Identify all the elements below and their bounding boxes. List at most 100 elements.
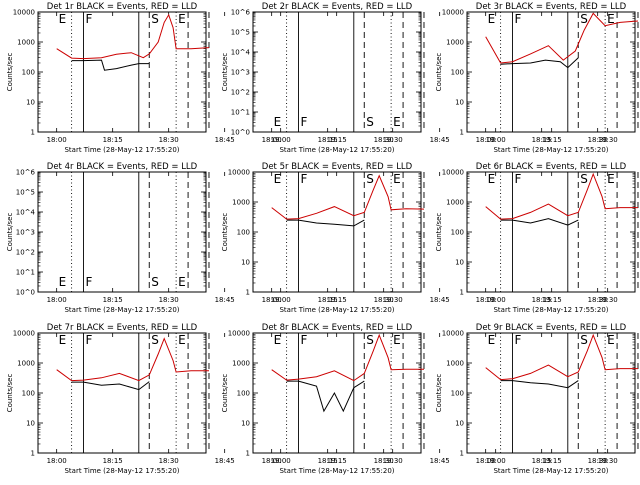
y-tick-label: 10^0 — [16, 289, 35, 297]
marker-label: E — [274, 172, 282, 186]
y-axis-label: Counts/sec — [6, 374, 14, 413]
x-tick-label: 19:15 — [542, 136, 562, 144]
lld-series-line — [485, 333, 638, 381]
x-tick-label: 18:15 — [103, 136, 123, 144]
x-tick-label: 19:30 — [598, 296, 618, 304]
marker-label: S — [366, 115, 374, 129]
panel-title: Det 8r BLACK = Events, RED = LLD — [262, 323, 413, 333]
panel-title: Det 2r BLACK = Events, RED = LLD — [262, 2, 413, 12]
y-axis-label: Counts/sec — [6, 53, 14, 92]
plot-frame — [466, 332, 636, 454]
x-axis-label: Start Time (28-May-12 17:55:20) — [279, 146, 394, 154]
lld-series-line — [271, 174, 425, 220]
marker-label: E — [488, 172, 496, 186]
y-tick-label: 10^3 — [231, 69, 250, 77]
events-series-line — [286, 380, 365, 413]
marker-label: F — [515, 333, 522, 347]
marker-label: F — [86, 333, 93, 347]
marker-label: E — [607, 12, 615, 26]
x-tick-label: 19:30 — [598, 457, 618, 465]
panel-6: 18:0018:1518:3018:4519:0019:1519:3011010… — [435, 162, 639, 314]
y-tick-label: 10^6 — [231, 9, 251, 17]
x-tick-label: 18:00 — [47, 296, 67, 304]
panel-9: 18:0018:1518:3018:4519:0019:1519:3011010… — [435, 323, 639, 475]
y-axis-label: Counts/sec — [6, 213, 14, 252]
panel-title: Det 1r BLACK = Events, RED = LLD — [47, 2, 198, 12]
x-tick-label: 18:15 — [318, 457, 338, 465]
y-tick-label: 1 — [460, 289, 464, 297]
x-tick-label: 18:00 — [262, 296, 282, 304]
x-tick-label: 18:30 — [159, 457, 179, 465]
panel-5: 18:00 18:15 18:30 18:45 19:00 19:15 19:30 1 10 10… — [221, 162, 618, 314]
marker-label: F — [301, 333, 308, 347]
y-axis-label: Counts/sec — [435, 374, 443, 413]
x-tick-label: 18:00 — [47, 457, 67, 465]
marker-label: S — [151, 333, 159, 347]
panel-2: 18:00 18:15 18:30 18:45 19:00 19:15 19:30 10^0 1… — [221, 2, 618, 154]
y-tick-label: 1 — [460, 450, 464, 458]
marker-label: E — [488, 12, 496, 26]
plot-frame — [252, 11, 422, 133]
x-tick-label: 18:00 — [47, 136, 67, 144]
y-tick-label: 1000 — [232, 360, 250, 368]
x-tick-label: 18:30 — [159, 136, 179, 144]
marker-label: F — [301, 115, 308, 129]
x-tick-label: 19:30 — [383, 296, 403, 304]
marker-label: E — [393, 115, 401, 129]
x-axis-label: Start Time (28-May-12 17:55:20) — [493, 467, 608, 475]
y-axis-label: Counts/sec — [435, 53, 443, 92]
x-tick-label: 18:45 — [430, 296, 450, 304]
x-tick-label: 18:30 — [588, 457, 608, 465]
marker-label: S — [151, 275, 159, 289]
marker-label: F — [86, 12, 93, 26]
y-tick-label: 10^4 — [231, 49, 251, 57]
y-tick-label: 10000 — [13, 330, 35, 338]
y-tick-label: 10^2 — [16, 249, 35, 257]
events-series-line — [500, 57, 579, 69]
x-tick-label: 18:00 — [262, 136, 282, 144]
marker-label: F — [515, 12, 522, 26]
y-tick-label: 10000 — [228, 330, 250, 338]
y-axis-label: Counts/sec — [221, 213, 229, 252]
y-tick-label: 10^2 — [231, 89, 250, 97]
marker-label: E — [59, 275, 67, 289]
x-tick-label: 19:00 — [271, 457, 291, 465]
panel-title: Det 9r BLACK = Events, RED = LLD — [476, 323, 627, 333]
marker-label: S — [366, 172, 374, 186]
plot-frame — [252, 332, 422, 454]
marker-label: E — [274, 115, 282, 129]
x-tick-label: 18:15 — [103, 296, 123, 304]
x-tick-label: 19:00 — [486, 136, 506, 144]
x-tick-label: 19:30 — [383, 136, 403, 144]
x-tick-label: 19:30 — [383, 457, 403, 465]
marker-label: S — [580, 333, 588, 347]
x-tick-label: 19:15 — [542, 457, 562, 465]
y-tick-label: 10 — [26, 420, 35, 428]
plot-frame — [466, 171, 636, 293]
plot-frame — [252, 171, 422, 293]
panel-title: Det 5r BLACK = Events, RED = LLD — [262, 162, 413, 172]
y-tick-label: 10000 — [228, 169, 250, 177]
events-series-line — [71, 381, 150, 391]
panel-title: Det 4r BLACK = Events, RED = LLD — [47, 162, 198, 172]
x-tick-label: 19:00 — [486, 296, 506, 304]
panel-title: Det 7r BLACK = Events, RED = LLD — [47, 323, 198, 333]
x-tick-label: 18:15 — [103, 457, 123, 465]
y-tick-label: 1000 — [17, 39, 35, 47]
x-tick-label: 18:15 — [318, 296, 338, 304]
x-tick-label: 18:45 — [215, 457, 235, 465]
y-tick-label: 100 — [451, 69, 464, 77]
y-tick-label: 100 — [451, 229, 464, 237]
panel-4: 18:00 18:15 18:30 18:45 19:00 19:15 19:30 10^0 1… — [6, 162, 403, 314]
x-tick-label: 18:00 — [476, 136, 496, 144]
y-tick-label: 100 — [22, 69, 35, 77]
x-tick-label: 18:30 — [159, 296, 179, 304]
x-tick-label: 18:15 — [532, 296, 552, 304]
events-series-line — [500, 218, 579, 226]
x-axis-label: Start Time (28-May-12 17:55:20) — [493, 306, 608, 314]
x-tick-label: 18:45 — [215, 296, 235, 304]
x-tick-label: 19:15 — [327, 136, 347, 144]
lld-series-line — [56, 13, 210, 60]
x-axis-label: Start Time (28-May-12 17:55:20) — [64, 467, 179, 475]
